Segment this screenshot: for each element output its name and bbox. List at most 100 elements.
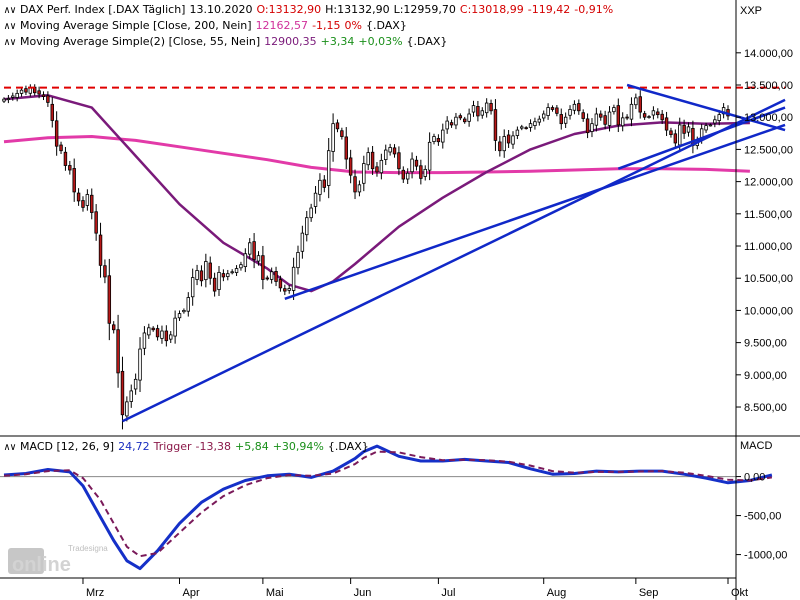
trigger-line	[3, 450, 773, 558]
candle-up	[379, 159, 384, 174]
legend-macd-change: +5,84	[235, 440, 269, 453]
wave-icon: ∧∨	[4, 442, 17, 453]
candle-down	[348, 157, 353, 176]
x-tick-label: Okt	[731, 587, 748, 599]
legend-instrument: DAX Perf. Index [.DAX Täglich]	[20, 3, 186, 16]
candle-up	[384, 149, 388, 160]
candle-down	[120, 370, 125, 416]
candle-down	[41, 94, 46, 98]
logo-small-text: Tradesignal	[68, 544, 108, 553]
candle-up	[651, 110, 656, 116]
candle-up	[243, 253, 248, 268]
candle-up	[318, 179, 322, 195]
candle-up	[647, 116, 651, 118]
legend-macd-label: MACD [12, 26, 9]	[20, 440, 115, 453]
macd-tick-label: -1000,00	[744, 550, 787, 562]
trendlines-layer	[4, 83, 786, 423]
legend-ma200-change-pct: 0%	[344, 19, 362, 32]
candle-up	[533, 121, 537, 126]
legend-ma55-label: Moving Average Simple(2) [Close, 55, Nei…	[20, 35, 261, 48]
candle-up	[634, 97, 638, 106]
candle-up	[313, 192, 318, 207]
price-tick-label: 12.500,00	[744, 144, 793, 156]
candle-down	[68, 165, 72, 171]
candle-up	[445, 120, 449, 130]
legend-macd-change-pct: +30,94%	[272, 440, 324, 453]
candle-down	[265, 277, 269, 280]
candle-up	[432, 136, 436, 142]
candle-down	[585, 118, 590, 134]
candle-down	[155, 328, 160, 338]
legend-change: -119,42	[527, 3, 571, 16]
candle-down	[46, 95, 50, 103]
candle-up	[230, 271, 234, 274]
candle-up	[169, 334, 173, 340]
candle-up	[239, 264, 243, 269]
candle-down	[116, 329, 120, 374]
candle-down	[103, 265, 107, 278]
candle-up	[138, 348, 142, 381]
candle-up	[300, 232, 305, 252]
candle-up	[133, 378, 138, 390]
legend-macd-value: 24,72	[118, 440, 150, 453]
candle-up	[177, 313, 182, 319]
macd-tick-label: -500,00	[744, 511, 781, 523]
legend-macd-symbol: {.DAX}	[327, 440, 369, 453]
macd-layer	[3, 444, 773, 571]
candle-up	[142, 332, 147, 349]
candle-up	[563, 116, 568, 124]
trend-line	[617, 106, 786, 170]
x-tick-label: Mrz	[86, 587, 104, 599]
candle-up	[182, 310, 186, 313]
macd-axis-title: MACD	[740, 440, 772, 452]
legend-low: L:12959,70	[393, 3, 456, 16]
candle-up	[704, 125, 708, 131]
candle-up	[528, 123, 533, 128]
candle-up	[541, 113, 546, 119]
candle-up	[160, 330, 164, 339]
price-tick-label: 13.000,00	[744, 112, 793, 124]
candle-down	[638, 96, 642, 113]
candle-down	[682, 124, 686, 134]
candle-up	[362, 163, 366, 184]
candle-down	[59, 144, 63, 152]
candle-down	[436, 138, 441, 143]
candle-up	[520, 126, 524, 129]
candle-down	[458, 115, 463, 119]
price-tick-label: 9.500,00	[744, 338, 787, 350]
legend-change-pct: -0,91%	[574, 3, 614, 16]
price-tick-label: 10.000,00	[744, 305, 793, 317]
candle-up	[11, 95, 15, 98]
x-tick-label: Jun	[354, 587, 372, 599]
candle-up	[129, 390, 133, 402]
candle-down	[414, 159, 419, 167]
candle-down	[449, 122, 454, 126]
candle-up	[686, 126, 691, 133]
candle-down	[493, 109, 498, 141]
candle-down	[63, 151, 68, 166]
candle-up	[2, 98, 6, 102]
x-tick-label: Sep	[639, 587, 659, 599]
x-tick-label: Jul	[441, 587, 455, 599]
x-tick-label: Mai	[266, 587, 284, 599]
candle-down	[54, 120, 59, 147]
candle-down	[498, 141, 502, 152]
legend-date: 13.10.2020	[189, 3, 253, 16]
price-tick-label: 10.500,00	[744, 273, 793, 285]
candle-up	[85, 194, 90, 206]
legend-close: C:13018,99	[459, 3, 524, 16]
candle-down	[340, 130, 344, 137]
wave-icon: ∧∨	[4, 5, 17, 16]
candle-down	[669, 130, 673, 135]
candle-down	[151, 327, 155, 331]
candle-up	[515, 129, 520, 136]
candle-up	[173, 317, 177, 337]
candle-up	[568, 109, 572, 116]
candle-up	[511, 135, 515, 145]
candle-down	[199, 270, 204, 282]
price-tick-label: 11.000,00	[744, 241, 792, 253]
candle-up	[331, 123, 335, 152]
candle-up	[226, 273, 230, 277]
